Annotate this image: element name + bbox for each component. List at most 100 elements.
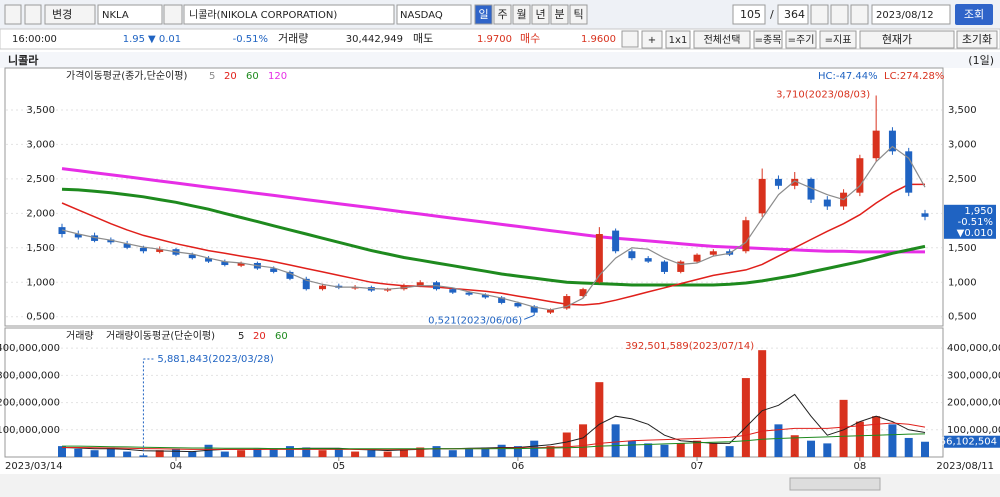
legend-entry: 20	[224, 71, 237, 82]
candle-body	[123, 243, 131, 248]
reset-label: 초기화	[962, 33, 992, 46]
volume-bar	[351, 451, 360, 457]
candle-body	[628, 251, 636, 259]
pen-button[interactable]	[830, 4, 849, 25]
change: ▼ 0.01	[148, 34, 181, 45]
period-label: 주	[497, 8, 507, 21]
last-price-label: -0.51%	[958, 217, 993, 228]
quote-button[interactable]	[785, 30, 817, 49]
volume-bar	[644, 443, 653, 457]
y-tick-label-right: 1,000	[948, 277, 977, 288]
volume-bar	[741, 378, 750, 457]
volume-bar	[58, 446, 66, 457]
y-tick-label: 400,000,000	[0, 343, 60, 354]
search-button[interactable]	[163, 4, 183, 25]
x-tick-label: 2023/08/11	[936, 461, 994, 472]
volume-bar	[758, 350, 767, 457]
candle-body	[791, 178, 799, 186]
period-label: 틱	[573, 8, 583, 21]
moving-average	[61, 145, 926, 311]
scroll-thumb[interactable]	[789, 477, 881, 491]
volume-bar	[448, 450, 457, 457]
save-button[interactable]	[810, 4, 829, 25]
candle-body	[677, 261, 685, 272]
volume-bar	[399, 448, 408, 457]
moving-average	[61, 187, 926, 287]
count-input[interactable]	[732, 4, 766, 25]
candle-body	[644, 258, 652, 262]
period-button[interactable]	[569, 4, 588, 25]
period: (1일)	[968, 53, 994, 67]
candle-body	[302, 278, 310, 290]
volume-bar	[839, 399, 848, 457]
period-button[interactable]	[474, 4, 493, 25]
volume-bar	[383, 451, 392, 457]
quote-button-label: =지표	[825, 34, 852, 46]
y-tick-label-right: 3,500	[948, 105, 977, 116]
candle-body	[823, 199, 831, 207]
period-button[interactable]	[550, 4, 569, 25]
prev-button[interactable]	[24, 4, 42, 25]
y-tick-label: 0,500	[26, 312, 55, 323]
y-tick-label-right: 0,500	[948, 312, 977, 323]
volume-bar	[530, 440, 539, 457]
quote-button-label: 1x1	[669, 35, 688, 46]
bid-label: 매수	[520, 32, 540, 45]
candle-body	[774, 178, 782, 186]
price-type-dropdown[interactable]	[859, 30, 955, 49]
quote-button[interactable]	[665, 30, 691, 49]
candle-body	[286, 271, 294, 279]
quote-button[interactable]	[819, 30, 857, 49]
candle-body	[546, 309, 554, 313]
quote-button[interactable]	[641, 30, 663, 49]
candle-body	[107, 239, 115, 243]
candle-body	[498, 297, 506, 303]
volume-bar	[823, 443, 832, 457]
y-tick-label-right: 300,000,000	[947, 370, 1000, 381]
x-tick-label: 2023/03/14	[5, 461, 63, 472]
candle-body	[237, 262, 245, 266]
period-button[interactable]	[512, 4, 531, 25]
symbol: NKLA	[102, 10, 129, 21]
quote-button-label: =종목	[755, 34, 782, 46]
period-button[interactable]	[531, 4, 550, 25]
last-volume-label: 56,102,504	[940, 437, 997, 448]
checkbox[interactable]	[621, 30, 639, 48]
settings-button[interactable]	[850, 4, 869, 25]
last-price-box	[944, 204, 996, 239]
volume-bar	[90, 450, 99, 457]
candle-body	[319, 285, 327, 290]
candle-body	[58, 227, 66, 235]
quote-button[interactable]	[753, 30, 783, 49]
scroll-bar[interactable]	[0, 474, 1000, 497]
volume-moving-average	[61, 393, 926, 453]
time: 16:00:00	[12, 34, 57, 45]
first-button[interactable]	[4, 4, 22, 25]
volume-bar	[562, 432, 571, 457]
count: 105	[740, 8, 761, 21]
date-input[interactable]	[871, 4, 951, 25]
period-button[interactable]	[493, 4, 512, 25]
quote-button[interactable]	[693, 30, 751, 49]
y-tick-label-right: 1,500	[948, 243, 977, 254]
last-price-label: 1,950	[964, 206, 993, 217]
y-tick-label: 2,000	[26, 208, 55, 219]
volume-bar	[74, 448, 83, 457]
date: 2023/08/12	[876, 10, 934, 21]
query-button[interactable]	[955, 4, 993, 25]
symbol-input[interactable]	[97, 4, 163, 25]
price-panel	[4, 67, 944, 327]
annotation: 392,501,589(2023/07/14)	[625, 341, 754, 352]
reset-button[interactable]	[956, 30, 998, 49]
volume-legend: 거래량	[66, 330, 94, 342]
volume-bar	[725, 446, 734, 457]
volume-bar	[497, 444, 506, 457]
volume-bar	[790, 435, 799, 457]
candle-body	[693, 254, 701, 262]
price-type: 현재가	[882, 33, 912, 46]
candle-body	[758, 178, 766, 214]
change-dropdown[interactable]	[44, 4, 96, 25]
y-tick-label: 3,500	[26, 105, 55, 116]
exchange-field	[396, 4, 472, 25]
volume-bar	[921, 441, 929, 457]
